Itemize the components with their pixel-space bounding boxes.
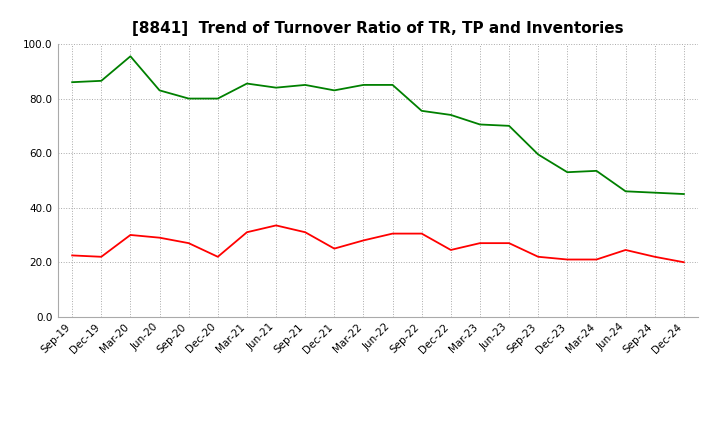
Inventories <box>126 54 135 59</box>
Inventories <box>271 85 280 90</box>
Trade Receivables <box>650 254 659 260</box>
Trade Receivables <box>388 231 397 236</box>
Trade Receivables <box>243 230 251 235</box>
Inventories <box>418 108 426 114</box>
Trade Receivables <box>301 230 310 235</box>
Trade Receivables <box>330 246 338 251</box>
Inventories <box>476 122 485 127</box>
Inventories <box>563 169 572 175</box>
Trade Receivables <box>97 254 106 260</box>
Trade Receivables <box>359 238 368 243</box>
Trade Receivables <box>156 235 164 240</box>
Inventories <box>592 168 600 173</box>
Trade Receivables <box>446 247 455 253</box>
Inventories <box>505 123 513 128</box>
Inventories <box>156 88 164 93</box>
Inventories <box>330 88 338 93</box>
Legend: Trade Receivables, Trade Payables, Inventories: Trade Receivables, Trade Payables, Inven… <box>166 437 590 440</box>
Trade Receivables <box>476 241 485 246</box>
Trade Receivables <box>563 257 572 262</box>
Inventories <box>213 96 222 101</box>
Trade Receivables <box>184 241 193 246</box>
Trade Receivables <box>621 247 630 253</box>
Inventories <box>680 191 688 197</box>
Inventories <box>301 82 310 88</box>
Trade Receivables <box>418 231 426 236</box>
Inventories <box>97 78 106 84</box>
Inventories <box>621 189 630 194</box>
Trade Receivables <box>534 254 543 260</box>
Line: Trade Receivables: Trade Receivables <box>72 225 684 262</box>
Trade Receivables <box>271 223 280 228</box>
Inventories <box>534 152 543 157</box>
Trade Receivables <box>126 232 135 238</box>
Title: [8841]  Trend of Turnover Ratio of TR, TP and Inventories: [8841] Trend of Turnover Ratio of TR, TP… <box>132 21 624 36</box>
Inventories <box>68 80 76 85</box>
Inventories <box>184 96 193 101</box>
Trade Receivables <box>592 257 600 262</box>
Inventories <box>359 82 368 88</box>
Inventories <box>243 81 251 86</box>
Trade Receivables <box>680 260 688 265</box>
Trade Receivables <box>213 254 222 260</box>
Line: Inventories: Inventories <box>72 56 684 194</box>
Trade Receivables <box>68 253 76 258</box>
Inventories <box>446 112 455 117</box>
Inventories <box>388 82 397 88</box>
Trade Receivables <box>505 241 513 246</box>
Inventories <box>650 190 659 195</box>
